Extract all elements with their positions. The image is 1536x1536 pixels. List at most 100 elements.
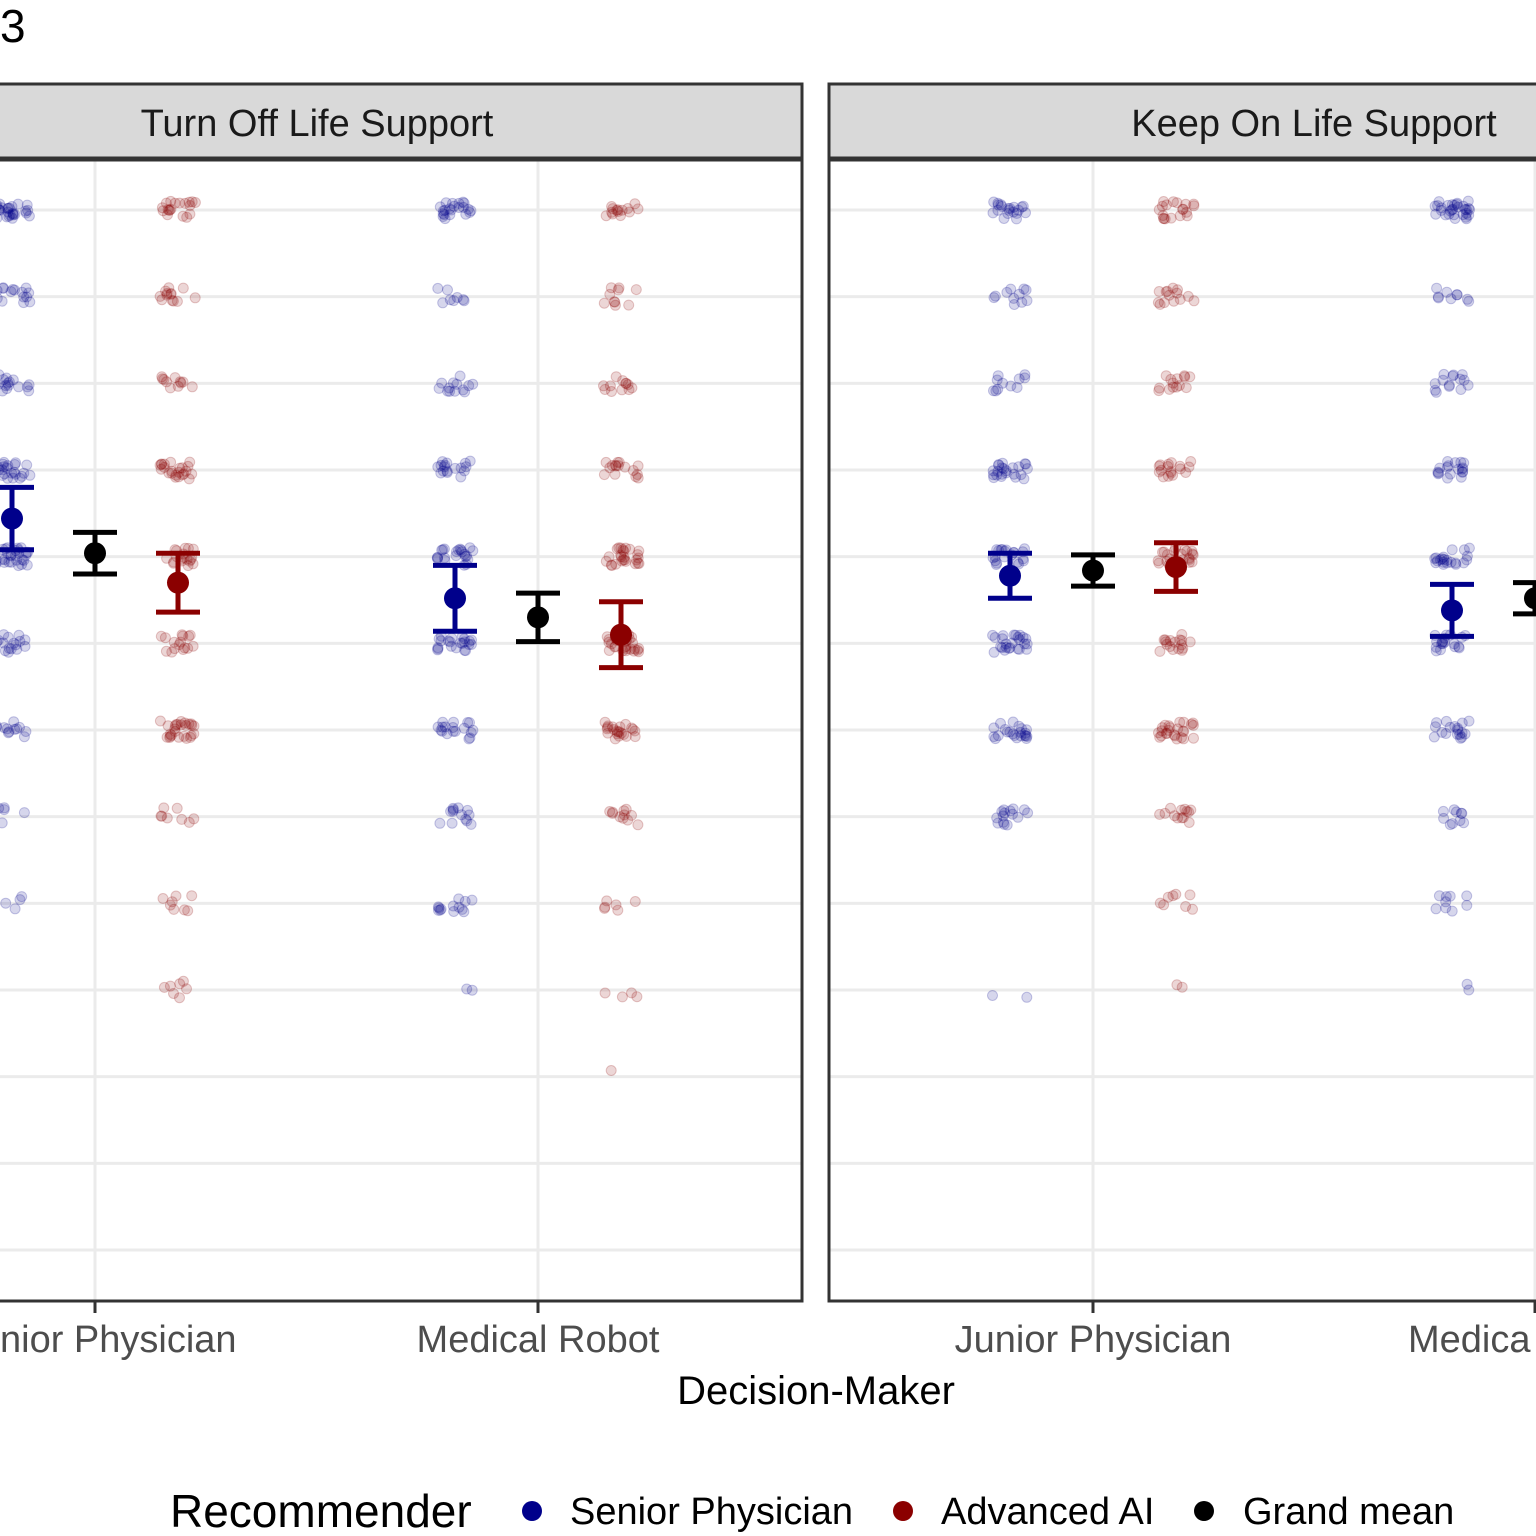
jitter-point-ai [169,372,181,384]
jitter-point-ai [161,376,172,388]
jitter-point-senior [6,201,18,212]
jitter-point-senior [1441,557,1453,569]
jitter-point-senior [452,802,464,814]
jitter-point-senior [1020,730,1032,742]
jitter-point-ai [608,296,620,308]
jitter-point-ai [1188,200,1200,212]
jitter-point-ai [1164,641,1176,652]
jitter-point-ai [173,639,185,651]
jitter-point-senior [995,199,1007,211]
jitter-point-senior [432,644,444,656]
jitter-point-ai [174,978,186,990]
jitter-point-senior [439,459,451,471]
jitter-point-senior [988,292,1000,304]
jitter-point-senior [0,637,3,647]
jitter-point-ai [1181,545,1193,557]
jitter-point-ai [632,644,644,656]
jitter-point-ai [633,643,645,654]
jitter-point-senior [1441,286,1453,298]
jitter-point-senior [999,644,1011,656]
jitter-point-senior [23,210,35,222]
jitter-point-senior [1451,289,1463,301]
jitter-point-senior [1020,633,1032,645]
jitter-point-ai [181,983,192,995]
jitter-point-senior [0,379,4,390]
jitter-point-ai [1159,213,1171,225]
jitter-point-ai [181,732,192,744]
jitter-point-senior [444,294,456,306]
jitter-point-senior [444,636,456,648]
jitter-point-senior [436,725,448,737]
jitter-point-senior [0,722,2,732]
jitter-point-ai [607,807,618,819]
jitter-point-ai [599,384,611,395]
jitter-point-senior [1014,634,1025,646]
jitter-point-senior [21,291,33,303]
jitter-point-senior [1437,558,1449,570]
jitter-point-ai [1186,556,1198,568]
jitter-point-ai [157,373,168,385]
jitter-point-senior [0,560,2,568]
jitter-point-ai [601,723,613,735]
jitter-point-ai [173,466,185,478]
jitter-point-ai [1172,812,1184,824]
jitter-point-senior [24,469,36,481]
jitter-point-ai [1161,727,1173,739]
jitter-point-senior [1462,195,1474,207]
jitter-point-ai [626,809,637,821]
jitter-point-senior [1021,638,1033,650]
jitter-point-ai [1183,461,1195,473]
jitter-point-ai [632,819,644,831]
jitter-point-senior [1461,207,1472,219]
jitter-point-senior [13,629,25,641]
jitter-point-ai [1171,979,1183,991]
jitter-point-senior [1004,203,1016,214]
jitter-point-ai [168,903,180,915]
jitter-point-ai [599,901,611,913]
x-tick-label: Medical Robot [417,1319,660,1361]
jitter-point-ai [186,468,198,480]
jitter-point-senior [0,629,10,641]
jitter-point-senior [1437,556,1449,568]
jitter-point-ai [1175,804,1187,816]
jitter-point-ai [163,204,175,216]
jitter-point-senior [442,284,453,296]
jitter-point-ai [158,981,170,993]
jitter-point-senior [22,204,34,216]
jitter-point-senior [1015,730,1027,742]
jitter-point-senior [438,209,450,221]
jitter-point-ai [1153,385,1165,397]
jitter-point-ai [1184,636,1196,648]
jitter-point-senior [460,461,472,473]
jitter-point-ai [184,731,196,743]
jitter-point-senior [434,817,446,829]
jitter-point-senior [1001,726,1013,738]
jitter-point-senior [5,643,17,655]
jitter-point-ai [605,1065,617,1076]
jitter-point-senior [987,469,999,481]
jitter-point-ai [632,472,644,484]
jitter-point-senior [1454,815,1466,827]
jitter-point-senior [465,639,477,650]
jitter-point-ai [1165,467,1177,479]
jitter-point-senior [1013,643,1025,655]
jitter-point-ai [618,805,630,817]
jitter-point-ai [1158,634,1170,646]
jitter-point-ai [1156,200,1168,212]
jitter-point-senior [9,723,21,735]
jitter-point-ai [1153,557,1165,569]
jitter-point-senior [989,290,1001,302]
jitter-point-ai [187,640,199,652]
jitter-point-senior [1007,808,1018,820]
jitter-point-senior [987,207,999,219]
jitter-point-senior [988,472,1000,484]
jitter-point-senior [1450,558,1462,570]
jitter-point-ai [180,720,192,731]
jitter-point-senior [996,200,1008,212]
jitter-point-senior [449,462,461,474]
jitter-point-senior [1452,463,1464,475]
jitter-point-ai [1161,638,1173,650]
jitter-point-ai [1180,198,1192,210]
jitter-point-senior [1000,641,1012,653]
jitter-point-senior [1020,458,1032,470]
